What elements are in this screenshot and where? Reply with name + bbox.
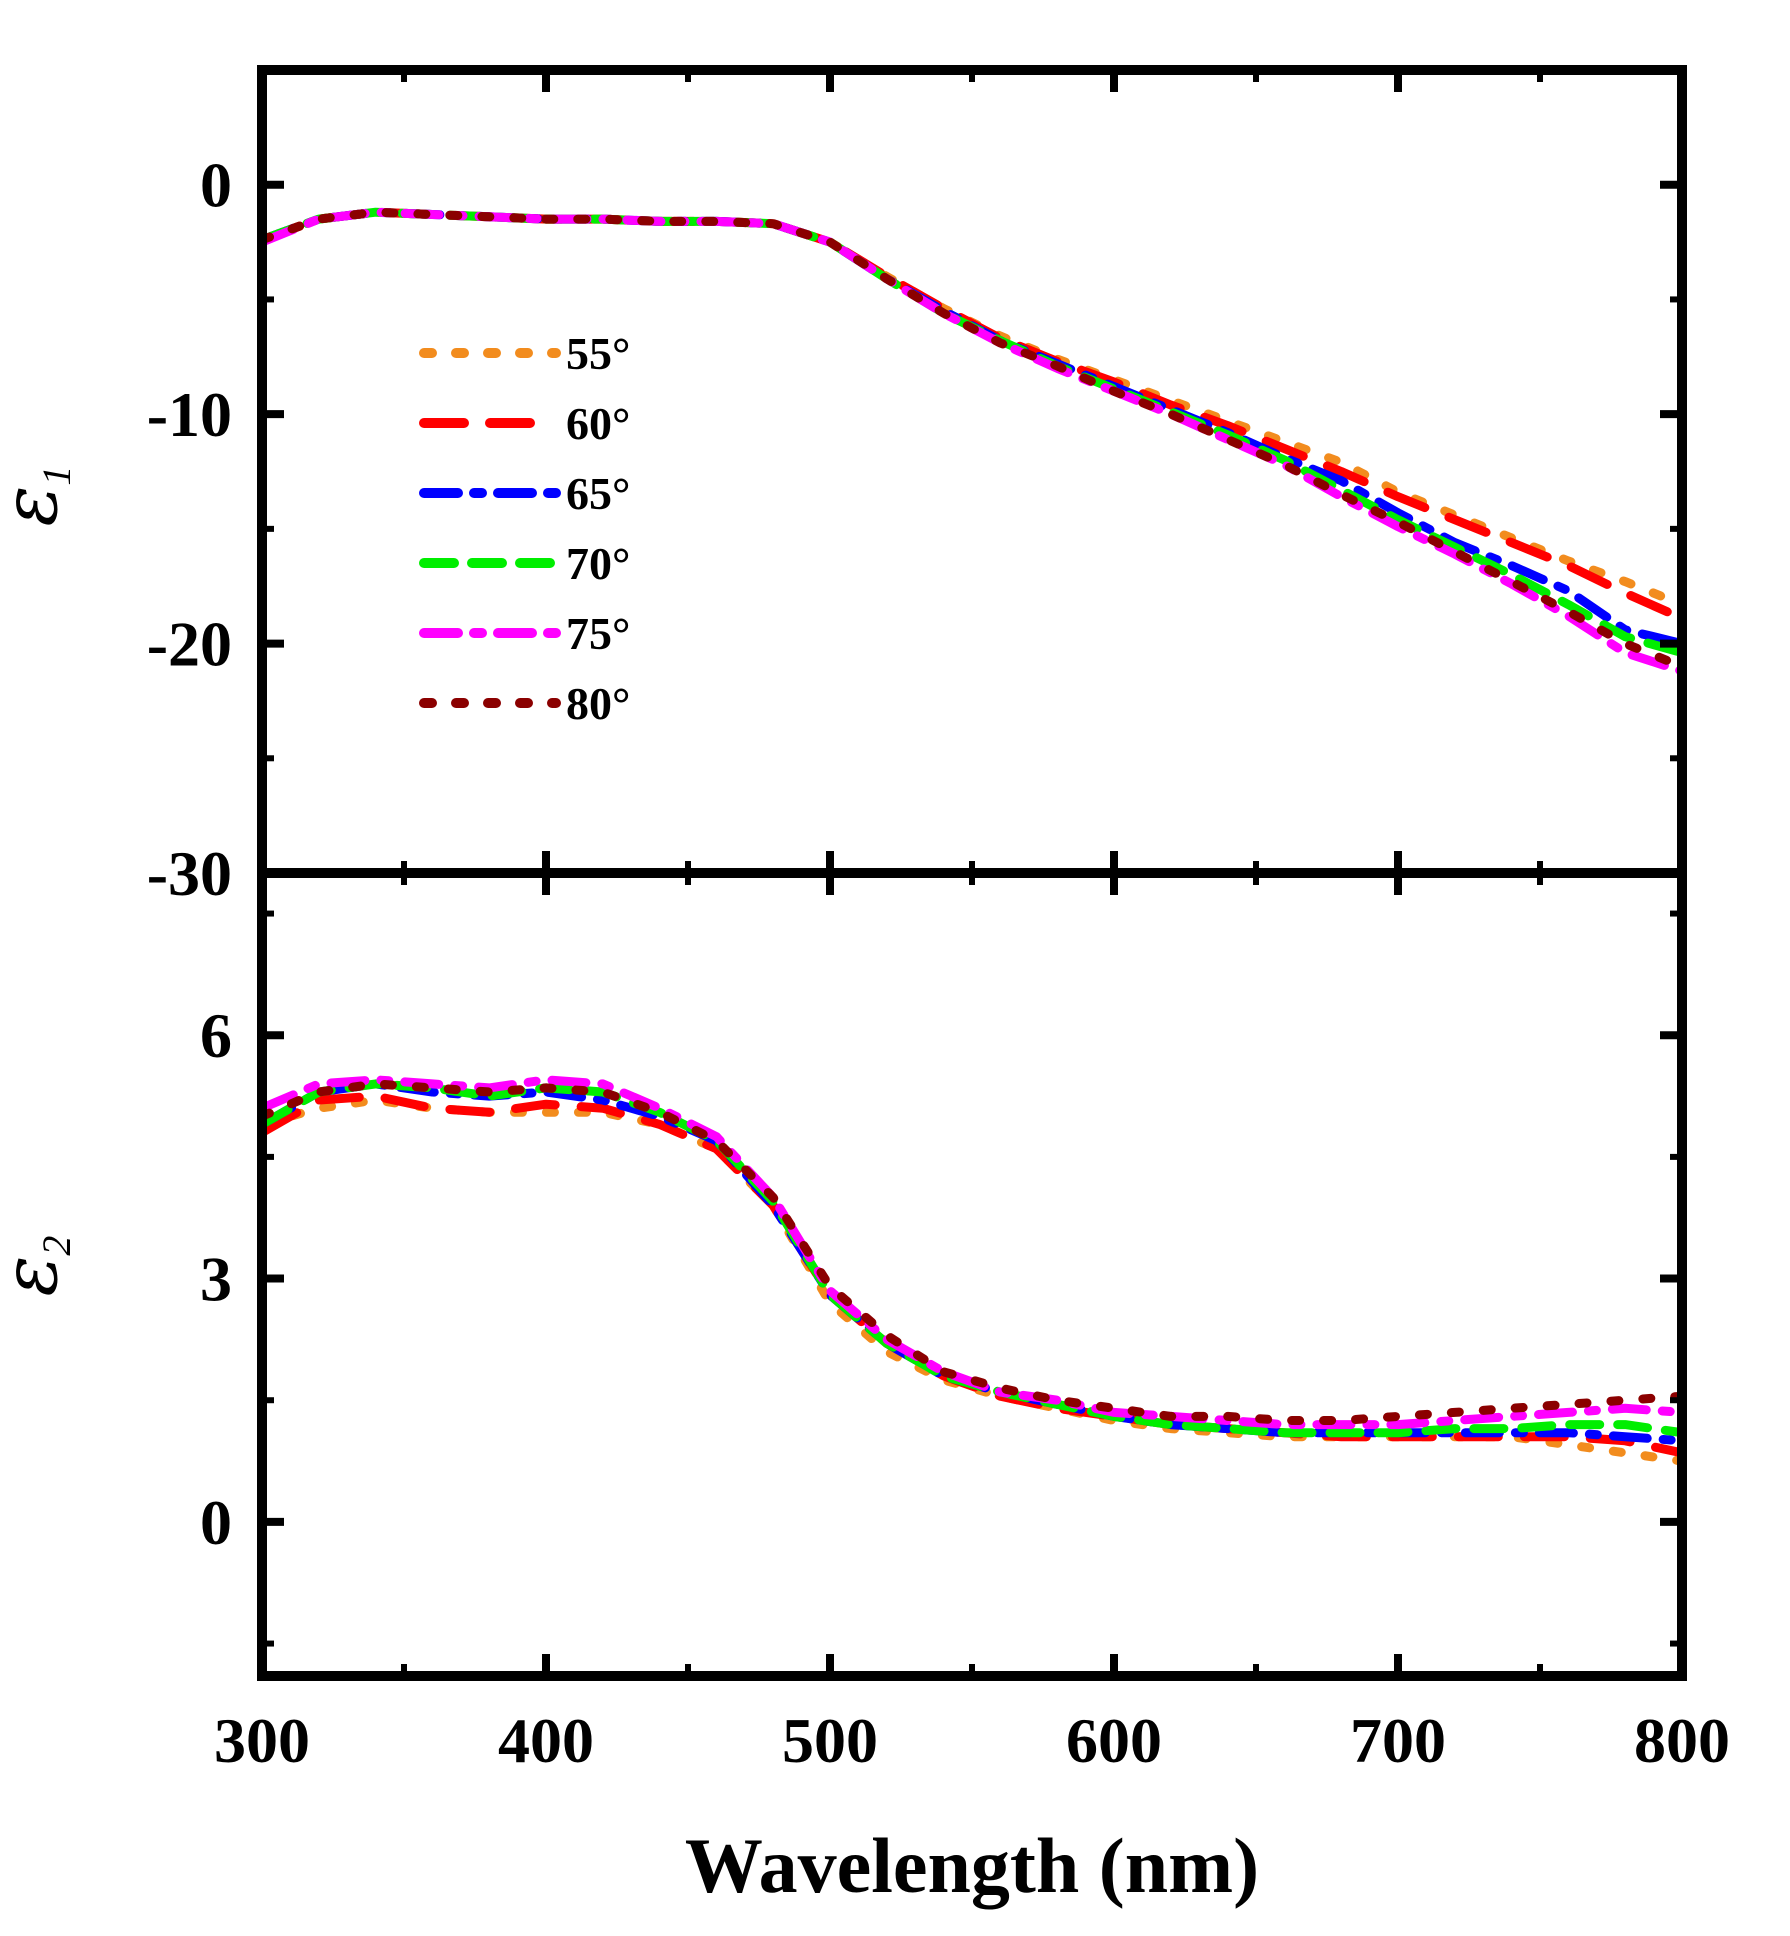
legend-label-65deg: 65° [566, 468, 630, 519]
epsilon1-ylabel-subscript: 1 [34, 466, 79, 486]
epsilon1-plot-frame [257, 65, 1687, 878]
epsilon1-y-axis-title: ε1 [0, 466, 79, 527]
x-tick-label: 800 [1634, 1705, 1730, 1776]
x-tick-label: 600 [1066, 1705, 1162, 1776]
eps2-series-line-60deg [262, 1091, 1682, 1458]
eps2-series-line-75deg [262, 1075, 1682, 1430]
epsilon2-ylabel-subscript: 2 [34, 1236, 79, 1256]
x-axis-ticks: 300 400 500 600 700 800 [214, 1705, 1730, 1776]
eps2-series-line-55deg [262, 1095, 1682, 1466]
eps2-series-line-80deg [262, 1079, 1682, 1425]
eps1-series-line-65deg [262, 207, 1682, 649]
epsilon2-y-ticks: 6 3 0 [200, 873, 1686, 1676]
eps1-series-line-80deg [262, 207, 1682, 671]
svg-text:ε2: ε2 [0, 1236, 79, 1297]
epsilon2-panel: 6 3 0 [200, 873, 1686, 1676]
x-tick-label: 700 [1350, 1705, 1446, 1776]
eps2-y-tick-label: 3 [200, 1244, 232, 1315]
eps1-series-line-75deg [262, 207, 1682, 676]
x-tick-label: 400 [498, 1705, 594, 1776]
x-tick-label: 300 [214, 1705, 310, 1776]
epsilon2-series-group [262, 1075, 1682, 1466]
eps2-y-tick-label: 0 [200, 1487, 232, 1558]
legend-label-75deg: 75° [566, 608, 630, 659]
eps1-y-tick-label: -10 [147, 379, 232, 450]
x-tick-label: 500 [782, 1705, 878, 1776]
eps1-y-tick-label: 0 [200, 150, 232, 221]
svg-text:ε1: ε1 [0, 466, 79, 527]
epsilon2-y-axis-title: ε2 [0, 1236, 79, 1297]
eps1-y-tick-label: -20 [147, 609, 232, 680]
epsilon1-y-ticks: 0 -10 -20 -30 [147, 67, 1686, 909]
legend-label-70deg: 70° [566, 538, 630, 589]
legend-label-80deg: 80° [566, 678, 630, 729]
eps2-y-tick-label: 6 [200, 1000, 232, 1071]
eps1-y-tick-label: -30 [147, 838, 232, 909]
epsilon2-plot-frame [257, 868, 1687, 1681]
epsilon1-series-group [262, 207, 1682, 676]
legend: 55° 60° 65° 70° 75° 80° [419, 328, 630, 729]
epsilon2-ylabel-symbol: ε [0, 1256, 74, 1297]
eps1-series-line-70deg [262, 207, 1682, 658]
legend-label-55deg: 55° [566, 328, 630, 379]
legend-label-60deg: 60° [566, 398, 630, 449]
epsilon1-ylabel-symbol: ε [0, 486, 74, 527]
epsilon1-panel: 0 -10 -20 -30 55° 60° 65° 70° 75° 80° [147, 67, 1686, 909]
x-axis-title: Wavelength (nm) [685, 1822, 1259, 1909]
